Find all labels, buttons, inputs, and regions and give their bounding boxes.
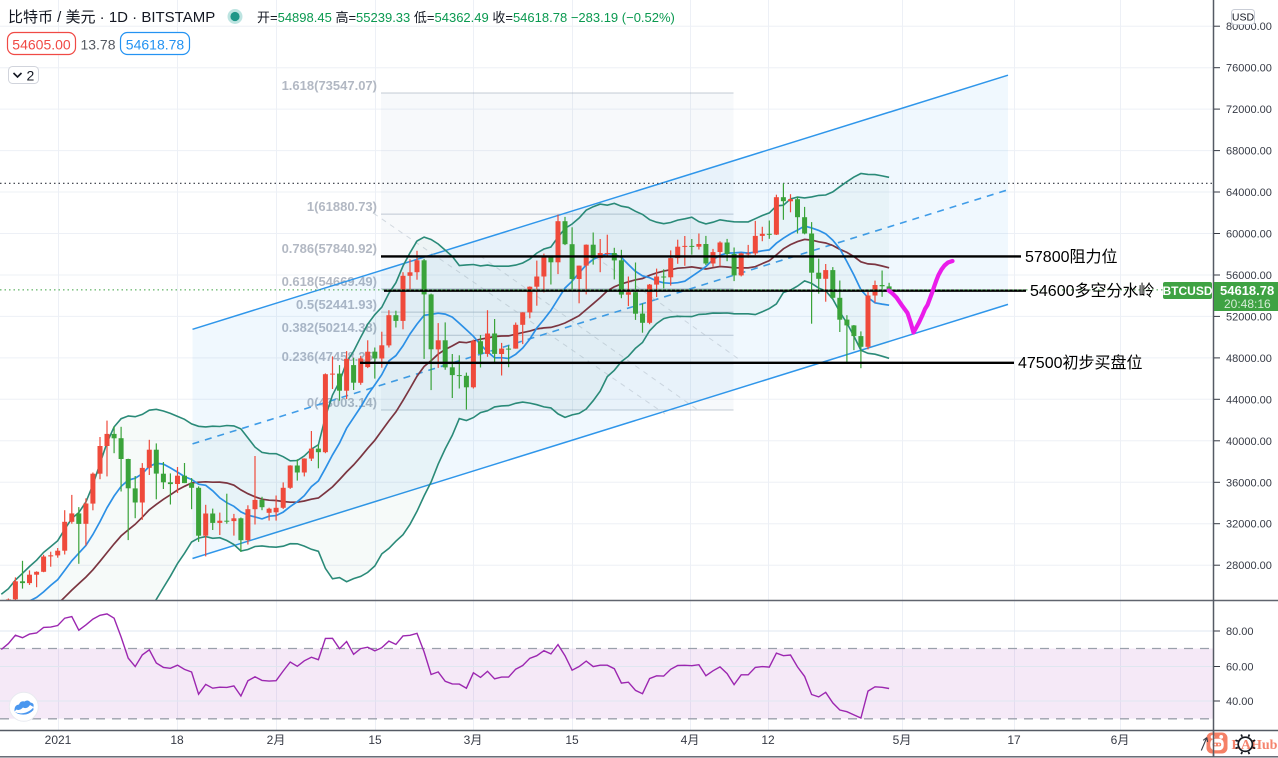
svg-text:48000.00: 48000.00 (1226, 353, 1272, 365)
svg-text:0.382(50214.38): 0.382(50214.38) (282, 320, 377, 335)
svg-text:32000.00: 32000.00 (1226, 519, 1272, 531)
svg-text:6月: 6月 (1111, 733, 1130, 747)
svg-text:54618.78: 54618.78 (126, 37, 185, 53)
svg-text:68000.00: 68000.00 (1226, 146, 1272, 158)
svg-text:18: 18 (170, 733, 184, 747)
svg-text:54605.00: 54605.00 (12, 37, 71, 53)
svg-text:4月: 4月 (681, 733, 700, 747)
svg-text:12: 12 (761, 733, 775, 747)
svg-text:17: 17 (1007, 733, 1021, 747)
svg-text:54618.78: 54618.78 (1220, 283, 1274, 298)
svg-text:40.00: 40.00 (1226, 696, 1254, 708)
svg-text:57800阻力位: 57800阻力位 (1025, 248, 1118, 266)
svg-text:64000.00: 64000.00 (1226, 187, 1272, 199)
svg-text:5月: 5月 (893, 733, 912, 747)
svg-text:比特币 / 美元 · 1D · BITSTAMP: 比特币 / 美元 · 1D · BITSTAMP (8, 9, 215, 26)
svg-text:76000.00: 76000.00 (1226, 63, 1272, 75)
svg-text:0.5(52441.93): 0.5(52441.93) (296, 297, 377, 312)
svg-text:54600多空分水岭: 54600多空分水岭 (1030, 282, 1155, 300)
svg-text:47500初步买盘位: 47500初步买盘位 (1018, 353, 1143, 372)
svg-text:44000.00: 44000.00 (1226, 394, 1272, 406)
svg-text:28000.00: 28000.00 (1226, 560, 1272, 572)
svg-text:3月: 3月 (464, 733, 483, 747)
svg-text:15: 15 (368, 733, 382, 747)
svg-text:36000.00: 36000.00 (1226, 477, 1272, 489)
svg-text:0.786(57840.92): 0.786(57840.92) (282, 241, 377, 256)
svg-text:40000.00: 40000.00 (1226, 436, 1272, 448)
svg-text:80.00: 80.00 (1226, 626, 1254, 638)
svg-text:1.618(73547.07): 1.618(73547.07) (282, 78, 377, 93)
svg-text:60.00: 60.00 (1226, 662, 1254, 674)
svg-text:52000.00: 52000.00 (1226, 311, 1272, 323)
svg-text:1(61880.73): 1(61880.73) (307, 199, 377, 214)
svg-text:60000.00: 60000.00 (1226, 229, 1272, 241)
svg-text:开=54898.45 高=55239.33 低=5436: 开=54898.45 高=55239.33 低=54362.49 收=54618… (257, 10, 675, 25)
svg-text:13.78: 13.78 (80, 37, 115, 53)
svg-text:20:48:16: 20:48:16 (1224, 297, 1271, 311)
svg-text:56000.00: 56000.00 (1226, 270, 1272, 282)
svg-text:USD: USD (1232, 12, 1255, 24)
svg-text:EAHub: EAHub (1232, 738, 1278, 753)
svg-text:2月: 2月 (267, 733, 286, 747)
svg-text:15: 15 (565, 733, 579, 747)
svg-text:72000.00: 72000.00 (1226, 104, 1272, 116)
svg-text:2021: 2021 (45, 733, 72, 747)
svg-text:0.618(54669.49): 0.618(54669.49) (282, 274, 377, 289)
svg-text:2: 2 (27, 68, 35, 84)
svg-text:BTCUSD: BTCUSD (1163, 284, 1213, 298)
